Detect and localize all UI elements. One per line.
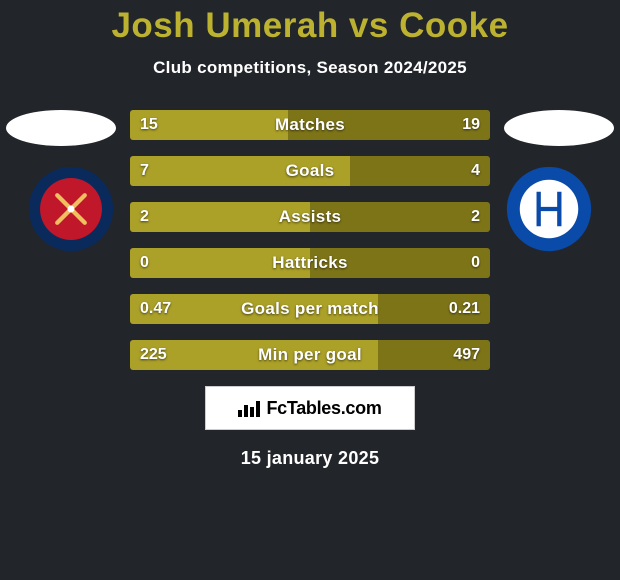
chart-icon (238, 399, 260, 417)
page-title: Josh Umerah vs Cooke (0, 0, 620, 46)
stat-bars: 1519Matches 74Goals 22Assists 00Hattricks 0.… (130, 110, 490, 370)
stat-row: 1519Matches (130, 110, 490, 140)
stat-label: Goals per match (130, 294, 490, 324)
date-text: 15 january 2025 (0, 448, 620, 469)
stat-label: Matches (130, 110, 490, 140)
stat-row: 22Assists (130, 202, 490, 232)
stat-row: 225497Min per goal (130, 340, 490, 370)
stat-row: 74Goals (130, 156, 490, 186)
left-team-crest (28, 166, 114, 252)
watermark-text: FcTables.com (266, 398, 381, 419)
stat-label: Assists (130, 202, 490, 232)
comparison-content: 1519Matches 74Goals 22Assists 00Hattricks 0.… (0, 110, 620, 469)
watermark: FcTables.com (205, 386, 415, 430)
right-team-crest (506, 166, 592, 252)
subtitle: Club competitions, Season 2024/2025 (0, 58, 620, 78)
right-player-ellipse (504, 110, 614, 146)
stat-label: Hattricks (130, 248, 490, 278)
left-player-ellipse (6, 110, 116, 146)
stat-row: 00Hattricks (130, 248, 490, 278)
stat-label: Min per goal (130, 340, 490, 370)
stat-label: Goals (130, 156, 490, 186)
stat-row: 0.470.21Goals per match (130, 294, 490, 324)
